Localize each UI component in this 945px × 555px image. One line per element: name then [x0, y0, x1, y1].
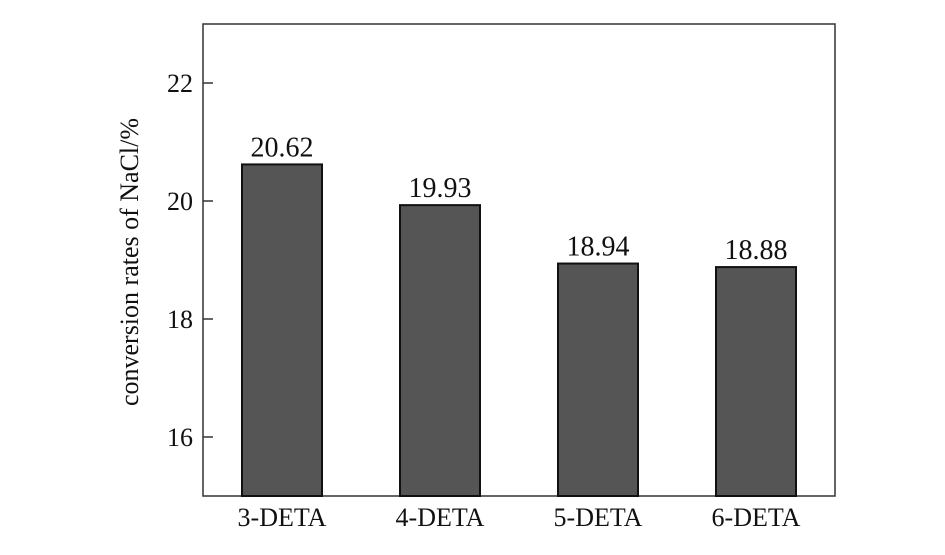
bar — [399, 204, 481, 497]
data-labels: 20.62 19.93 18.94 18.88 — [251, 132, 788, 266]
bar — [715, 266, 797, 497]
x-tick-label: 3-DETA — [238, 503, 327, 532]
bar-value-label: 18.94 — [567, 232, 630, 263]
bar-value-label: 18.88 — [725, 235, 788, 266]
bar — [241, 163, 323, 497]
bar-value-label: 19.93 — [409, 173, 472, 204]
y-axis-ticks: 16 18 20 22 — [167, 69, 213, 452]
y-tick-label: 16 — [167, 423, 193, 452]
x-axis-labels: 3-DETA 4-DETA 5-DETA 6-DETA — [238, 503, 801, 532]
x-tick-label: 5-DETA — [554, 503, 643, 532]
y-axis-title: conversion rates of NaCl/% — [115, 118, 144, 406]
y-tick-label: 18 — [167, 305, 193, 334]
plot-frame — [202, 23, 836, 497]
y-tick-label: 20 — [167, 187, 193, 216]
bars — [241, 163, 797, 498]
y-tick-label: 22 — [167, 69, 193, 98]
x-tick-label: 4-DETA — [396, 503, 485, 532]
x-tick-label: 6-DETA — [712, 503, 801, 532]
bar — [557, 262, 639, 498]
bar-value-label: 20.62 — [251, 132, 314, 163]
